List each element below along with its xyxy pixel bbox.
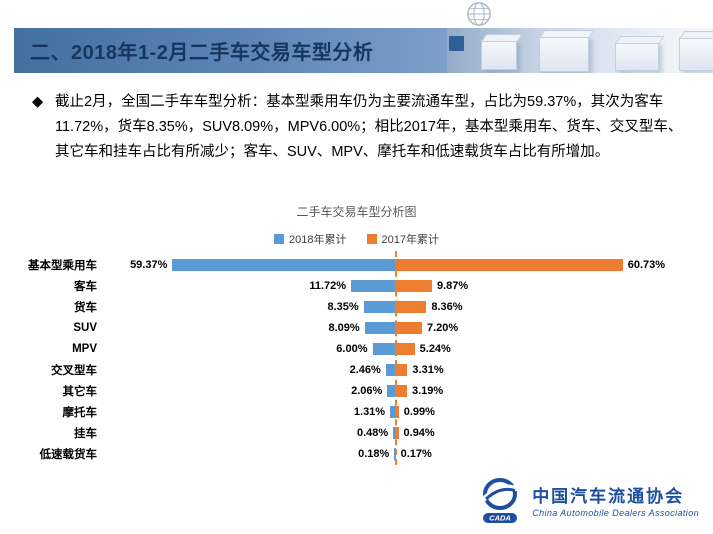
legend-label: 2018年累计 — [289, 234, 347, 246]
summary-text: 截止2月，全国二手车车型分析：基本型乘用车仍为主要流通车型，占比为59.37%，… — [55, 94, 683, 160]
category-label: 客车 — [74, 280, 97, 293]
category-label: SUV — [73, 321, 97, 334]
bar-2017 — [395, 447, 396, 460]
category-label: 其它车 — [62, 385, 98, 398]
value-label-2018: 0.48% — [357, 426, 389, 439]
bar-2017 — [395, 384, 407, 397]
organization-name: 中国汽车流通协会 China Automobile Dealers Associ… — [532, 482, 699, 518]
value-label-2017: 60.73% — [627, 258, 666, 271]
chart-row: SUV 8.09% 7.20% — [18, 317, 698, 338]
category-label: 基本型乘用车 — [28, 259, 97, 272]
value-label-2017: 0.94% — [403, 426, 435, 439]
chart-row: 低速载货车 0.18% 0.17% — [18, 443, 698, 464]
bar-2017 — [395, 258, 623, 271]
chart-title: 二手车交易车型分析图 — [296, 205, 417, 219]
cada-logo-mark: CADA — [481, 478, 519, 523]
category-label: 低速载货车 — [39, 448, 98, 461]
chart-row: 其它车 2.06% 3.19% — [18, 380, 698, 401]
value-label-2018: 2.06% — [351, 384, 383, 397]
bar-2018 — [351, 279, 395, 292]
bar-2017 — [395, 363, 408, 376]
bar-2018 — [364, 321, 395, 334]
value-label-2018: 2.46% — [349, 363, 381, 376]
cube-graphic — [679, 37, 713, 71]
cube-graphic — [481, 40, 518, 70]
legend-item-2018: 2018年累计 — [274, 231, 347, 247]
category-label: 挂车 — [74, 427, 97, 440]
bar-2017 — [395, 426, 399, 439]
bar-2017 — [395, 300, 427, 313]
value-label-2017: 5.24% — [419, 342, 451, 355]
chart-legend: 2018年累计 2017年累计 — [0, 231, 713, 247]
chart-row: 交叉型车 2.46% 3.31% — [18, 359, 698, 380]
chart-row: 基本型乘用车 59.37% 60.73% — [18, 254, 698, 275]
category-label: 摩托车 — [62, 406, 98, 419]
organization-logo: CADA 中国汽车流通协会 China Automobile Dealers A… — [476, 476, 699, 524]
tornado-chart: 基本型乘用车 59.37% 60.73% 客车 11.72% 9.87% 货车 8.35% 8.… — [18, 251, 698, 465]
bar-2018 — [393, 426, 395, 439]
cube-graphic — [615, 42, 660, 71]
cada-badge-text: CADA — [489, 514, 511, 523]
legend-swatch-orange — [366, 234, 377, 244]
bar-2018 — [387, 384, 395, 397]
bar-2018 — [172, 258, 395, 271]
org-name-english: China Automobile Dealers Association — [532, 508, 699, 518]
bar-2018 — [385, 363, 395, 376]
category-label: 交叉型车 — [51, 364, 97, 377]
chart-row: MPV 6.00% 5.24% — [18, 338, 698, 359]
value-label-2018: 11.72% — [309, 279, 347, 292]
page-title: 二、2018年1-2月二手车交易车型分析 — [30, 42, 374, 64]
bar-2018 — [372, 342, 395, 355]
chart-row: 摩托车 1.31% 0.99% — [18, 401, 698, 422]
bar-2018 — [363, 300, 395, 313]
value-label-2017: 8.36% — [431, 300, 463, 313]
chart-row: 挂车 0.48% 0.94% — [18, 422, 698, 443]
chart-center-axis — [395, 251, 397, 465]
diamond-bullet: ◆ — [32, 94, 44, 110]
value-label-2017: 9.87% — [437, 279, 469, 292]
header-decoration — [447, 28, 713, 73]
value-label-2018: 0.18% — [358, 447, 390, 460]
value-label-2017: 3.19% — [411, 384, 444, 397]
cube-graphic — [539, 36, 590, 72]
legend-item-2017: 2017年累计 — [366, 231, 439, 247]
legend-swatch-blue — [274, 234, 285, 244]
summary-paragraph: ◆ 截止2月，全国二手车车型分析：基本型乘用车仍为主要流通车型，占比为59.37%… — [32, 90, 688, 165]
value-label-2018: 8.35% — [327, 300, 359, 313]
bar-2017 — [395, 279, 432, 292]
value-label-2018: 1.31% — [353, 405, 386, 418]
value-label-2017: 3.31% — [412, 363, 444, 376]
header-title-area: 二、2018年1-2月二手车交易车型分析 — [14, 28, 448, 73]
value-label-2018: 8.09% — [328, 321, 360, 334]
header-banner: 二、2018年1-2月二手车交易车型分析 — [14, 28, 713, 73]
accent-square — [449, 36, 465, 51]
value-label-2017: 0.17% — [400, 447, 432, 460]
globe-icon — [467, 2, 491, 26]
chart-row: 货车 8.35% 8.36% — [18, 296, 698, 317]
org-name-chinese: 中国汽车流通协会 — [532, 487, 685, 507]
bar-2017 — [395, 321, 422, 334]
chart-row: 客车 11.72% 9.87% — [18, 275, 698, 296]
value-label-2018: 59.37% — [130, 258, 168, 271]
category-label: MPV — [72, 342, 97, 355]
category-label: 货车 — [74, 301, 97, 314]
bar-2018 — [394, 447, 395, 460]
bar-2017 — [395, 405, 399, 418]
legend-label: 2017年累计 — [381, 234, 439, 246]
bar-2018 — [390, 405, 395, 418]
value-label-2018: 6.00% — [336, 342, 368, 355]
bar-2017 — [395, 342, 415, 355]
value-label-2017: 0.99% — [403, 405, 435, 418]
value-label-2017: 7.20% — [427, 321, 459, 334]
